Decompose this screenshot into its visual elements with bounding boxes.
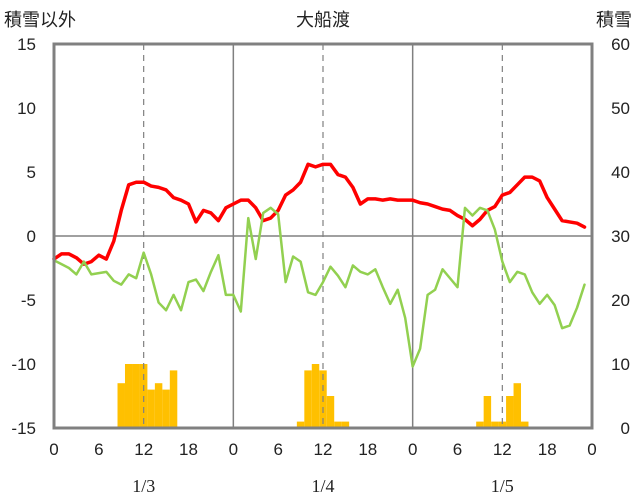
snow-bar — [476, 421, 484, 428]
right-tick-label: 30 — [611, 227, 630, 246]
right-tick-label: 50 — [611, 99, 630, 118]
x-tick-label: 18 — [358, 440, 377, 459]
snow-bar — [132, 364, 140, 428]
snow-bar — [154, 383, 163, 428]
snow-bar — [341, 421, 350, 428]
chart-title: 大船渡 — [296, 10, 350, 31]
left-tick-label: 0 — [27, 227, 36, 246]
left-tick-label: -10 — [11, 355, 36, 374]
left-tick-label: -15 — [11, 419, 36, 438]
left-tick-label: 15 — [17, 35, 36, 54]
snow-bar — [491, 421, 499, 428]
snow-bar — [334, 421, 342, 428]
x-tick-label: 12 — [314, 440, 333, 459]
x-tick-label: 18 — [538, 440, 557, 459]
left-tick-label: 5 — [27, 163, 36, 182]
x-tick-label: 0 — [408, 440, 417, 459]
left-tick-label: -5 — [21, 291, 36, 310]
snow-bar — [521, 421, 529, 428]
x-tick-label: 6 — [94, 440, 103, 459]
snow-bar — [147, 389, 155, 428]
snow-bar — [513, 383, 522, 428]
snow-bar — [506, 396, 514, 428]
plot-frame — [52, 42, 594, 430]
snow-bar — [162, 389, 170, 428]
x-tick-label: 0 — [587, 440, 596, 459]
x-tick-label: 12 — [493, 440, 512, 459]
snow-bar — [326, 396, 335, 428]
x-tick-label: 12 — [134, 440, 153, 459]
x-tick-label: 0 — [229, 440, 238, 459]
right-tick-label: 10 — [611, 355, 630, 374]
snow-bar — [296, 421, 305, 428]
snow-bar — [169, 370, 178, 428]
snow-bar — [304, 370, 312, 428]
snow-bar — [498, 421, 507, 428]
left-tick-label: 10 — [17, 99, 36, 118]
left-axis-label: 積雪以外 — [4, 10, 76, 31]
date-label: 1/5 — [491, 476, 514, 496]
frame-layer — [52, 42, 594, 430]
right-tick-label: 0 — [621, 419, 630, 438]
right-axis-label: 積雪 — [596, 10, 632, 31]
red-series-line — [52, 162, 587, 266]
snow-bar — [117, 383, 125, 428]
snow-bar — [124, 364, 133, 428]
snow-bar — [483, 396, 492, 428]
date-label: 1/3 — [132, 476, 155, 496]
x-tick-label: 6 — [453, 440, 462, 459]
x-tick-label: 18 — [179, 440, 198, 459]
green-series-line — [52, 206, 586, 368]
date-label: 1/4 — [311, 476, 334, 496]
right-tick-label: 60 — [611, 35, 630, 54]
right-tick-label: 40 — [611, 163, 630, 182]
x-tick-label: 6 — [273, 440, 282, 459]
right-tick-label: 20 — [611, 291, 630, 310]
snow-bar — [311, 364, 320, 428]
x-tick-label: 0 — [49, 440, 58, 459]
